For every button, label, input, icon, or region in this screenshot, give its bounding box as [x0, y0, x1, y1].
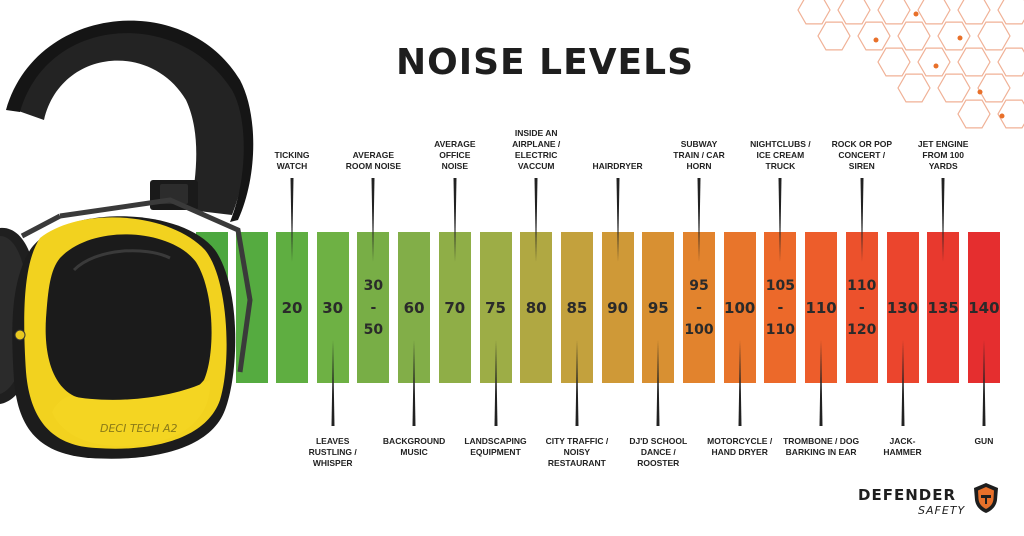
pointer-needle [697, 178, 701, 262]
decibel-value: 110 - 120 [847, 277, 877, 338]
pointer-needle [738, 340, 742, 426]
noise-source-label: MOTORCYCLE / HAND DRYER [707, 436, 773, 457]
noise-source-label: NIGHTCLUBS / ICE CREAM TRUCK [750, 139, 811, 171]
noise-source-label: GUN [974, 436, 994, 446]
noise-source-label: AVERAGE OFFICE NOISE [434, 139, 476, 171]
pointer-needle [616, 178, 620, 262]
decibel-value: 105 - 110 [765, 277, 795, 338]
decibel-value: 30 - 50 [363, 277, 384, 338]
noise-source-label: HAIRDRYER [592, 161, 643, 171]
decibel-value: 70 [444, 298, 466, 317]
noise-source-label: LANDSCAPING EQUIPMENT [464, 436, 527, 457]
brand-logo: DEFENDER SAFETY [858, 483, 1008, 524]
pointer-needle [371, 178, 375, 262]
noise-source-label: TROMBONE / DOG BARKING IN EAR [783, 436, 860, 457]
pointer-needle [901, 340, 904, 426]
noise-source-label: SUBWAY TRAIN / CAR HORN [673, 139, 725, 171]
decibel-value: 95 - 100 [684, 277, 714, 338]
pointer-needle [575, 340, 579, 426]
decibel-value: 95 [647, 298, 669, 317]
pointer-needle [534, 178, 538, 262]
pointer-needle [290, 178, 294, 262]
decibel-value: 60 [403, 298, 425, 317]
pointer-needle [941, 178, 945, 262]
brand-subtitle: SAFETY [918, 504, 966, 517]
noise-source-label: JET ENGINE FROM 100 YARDS [917, 139, 969, 171]
decibel-value: 75 [485, 298, 506, 317]
hexagon-pattern [797, 0, 1024, 129]
pointer-needle [331, 340, 335, 426]
shield-icon [974, 483, 998, 513]
noise-source-label: ROCK OR POP CONCERT / SIREN [831, 139, 893, 171]
pointer-needle [778, 178, 782, 262]
noise-source-label: DJ'D SCHOOL DANCE / ROOSTER [629, 436, 688, 468]
decibel-value: 90 [607, 298, 629, 317]
decibel-value: 85 [566, 298, 588, 317]
noise-source-label: BACKGROUND MUSIC [382, 436, 446, 457]
pointer-needle [656, 340, 660, 426]
noise-source-label: LEAVES RUSTLING / WHISPER [308, 436, 357, 468]
decibel-value: 20 [281, 298, 303, 317]
decibel-value: 30 [322, 298, 344, 317]
noise-source-label: AVERAGE ROOM NOISE [345, 150, 402, 171]
noise-source-label: TICKING WATCH [274, 150, 310, 171]
pointer-needle [494, 340, 497, 426]
decibel-value: 130 [886, 298, 919, 317]
decibel-value: 140 [968, 298, 1000, 317]
decibel-value: 80 [525, 298, 547, 317]
page-title: NOISE LEVELS [395, 42, 695, 83]
noise-source-label: CITY TRAFFIC / NOISY RESTAURANT [545, 436, 609, 468]
pointer-needle [453, 178, 457, 262]
noise-source-label: JACK- HAMMER [883, 436, 922, 457]
pointer-needle [819, 340, 823, 426]
decibel-value: 100 [724, 298, 756, 317]
decibel-value: 110 [805, 298, 837, 317]
product-label: DECI TECH A2 [100, 422, 177, 435]
pointer-needle [982, 340, 986, 426]
pointer-needle [412, 340, 416, 426]
decibel-value: 135 [927, 298, 959, 317]
brand-name: DEFENDER [858, 486, 956, 504]
earmuff-image: DECI TECH A2 [0, 20, 268, 459]
pointer-needle [860, 178, 864, 262]
noise-source-label: INSIDE AN AIRPLANE / ELECTRIC VACCUM [512, 128, 561, 171]
